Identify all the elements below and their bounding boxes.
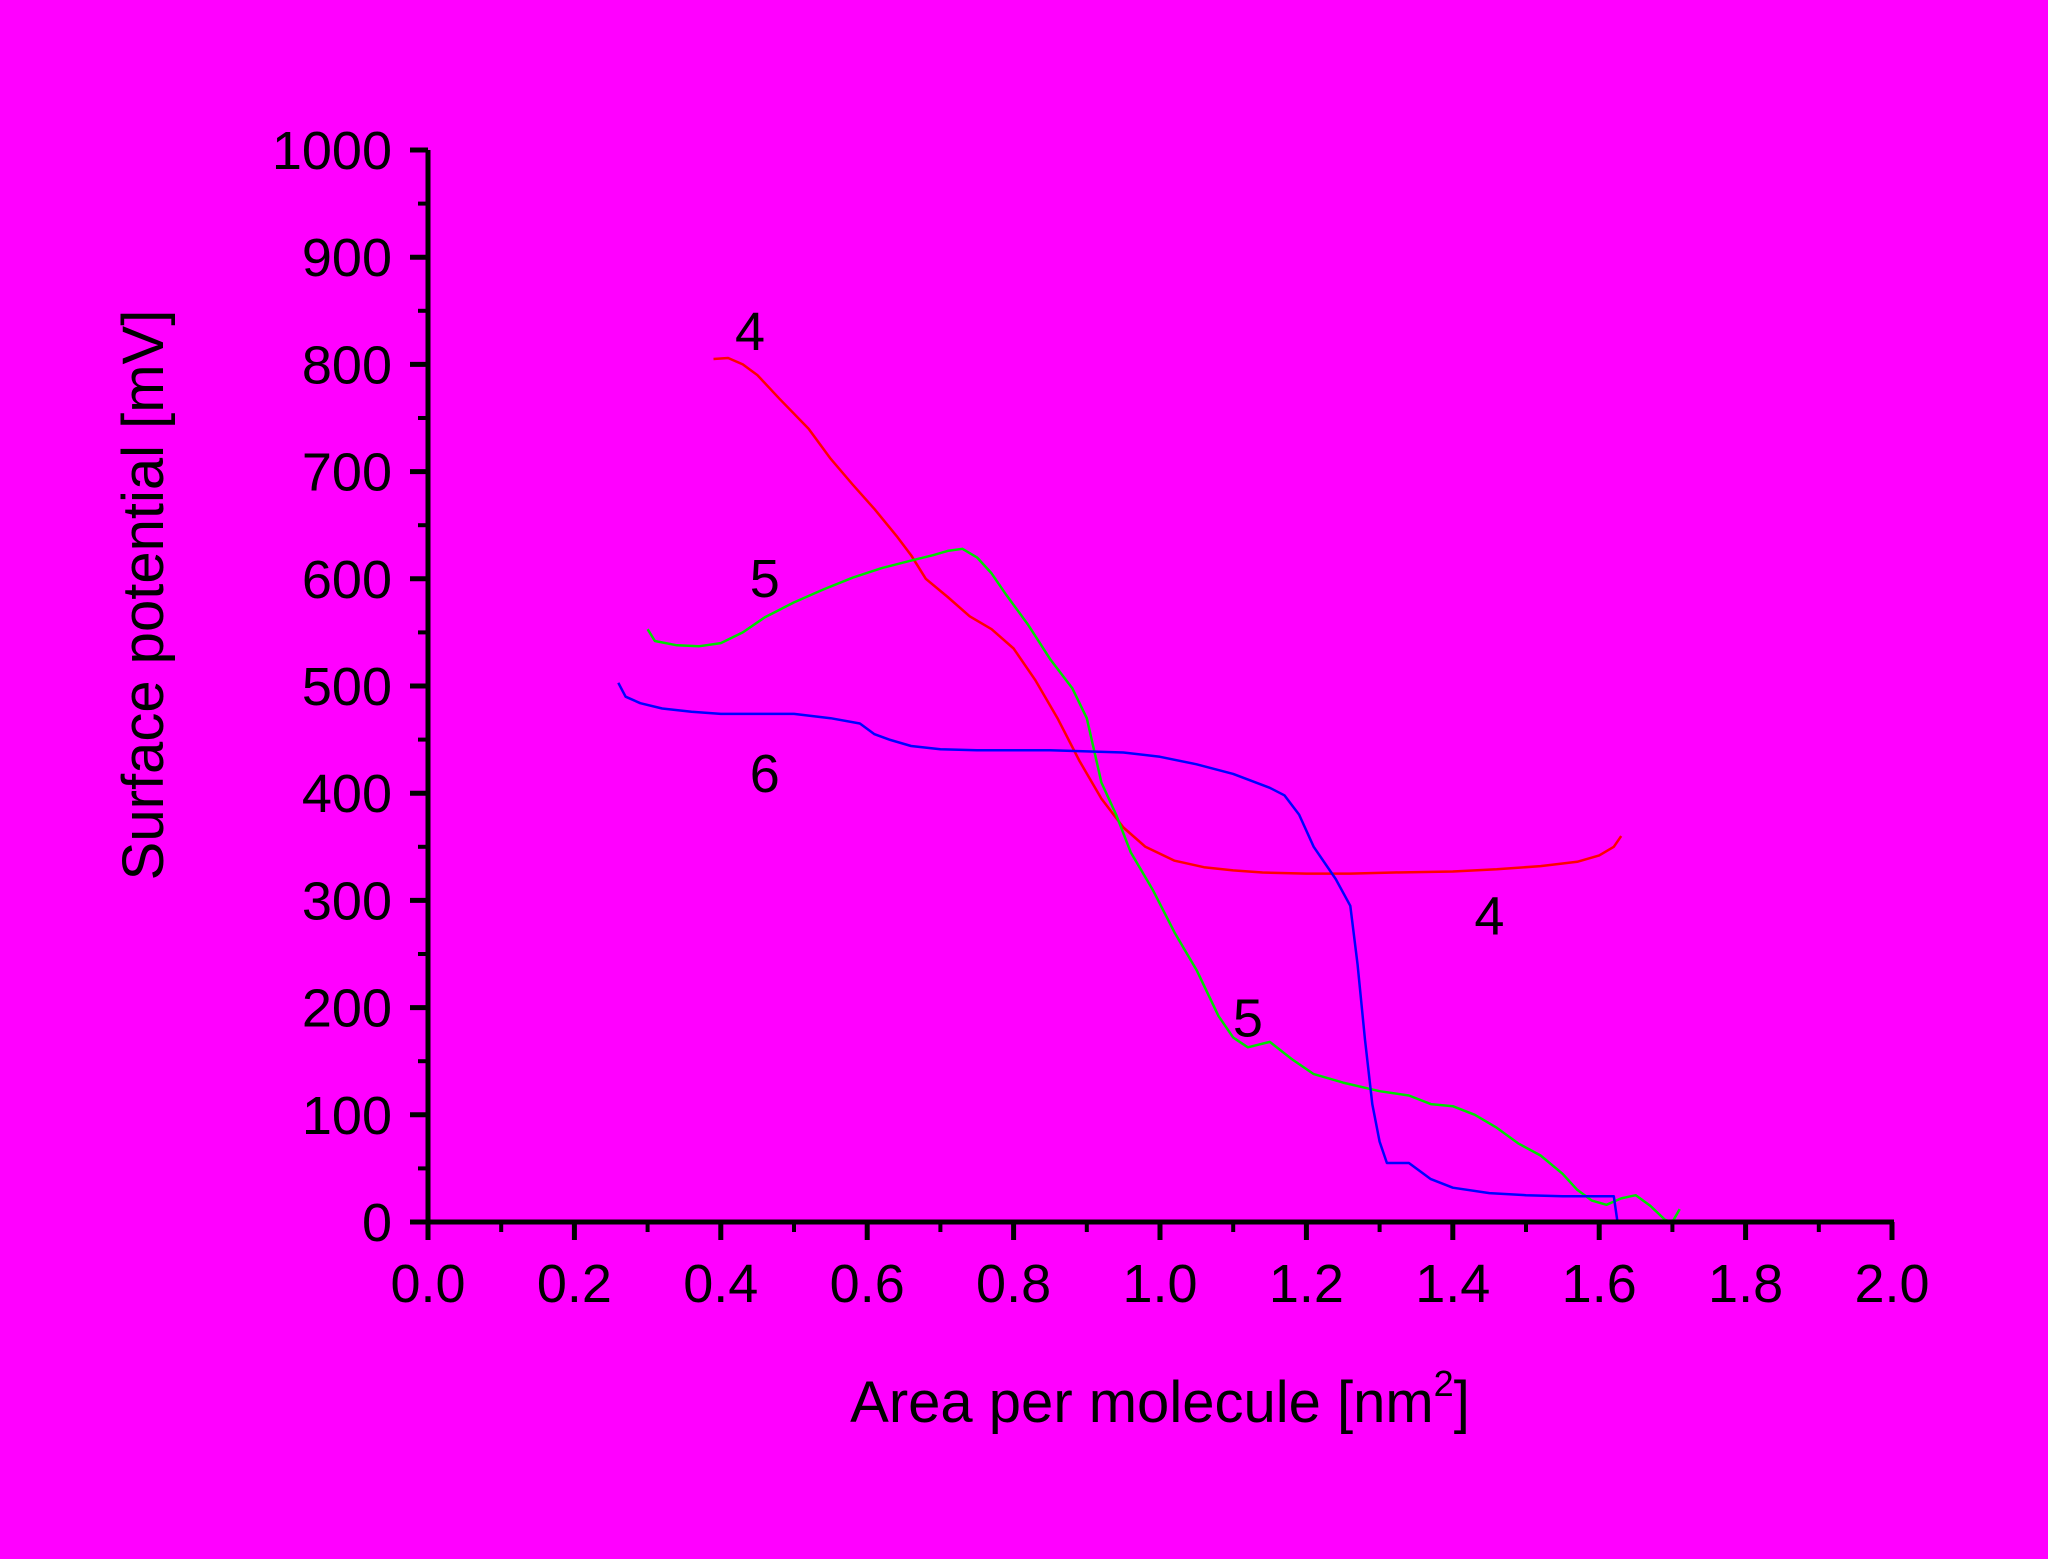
x-tick-label: 1.6 (1562, 1254, 1637, 1314)
y-tick-label: 1000 (272, 121, 392, 181)
x-tick-label: 1.8 (1708, 1254, 1783, 1314)
ticks-group (410, 147, 1895, 1240)
curve-label: 5 (750, 549, 780, 609)
x-axis-title-superscript: 2 (1434, 1363, 1454, 1404)
x-tick-label: 0.2 (537, 1254, 612, 1314)
tick-labels-group: 0.0 0.2 0.4 0.6 0.8 1.0 1.2 1.4 1.6 1.8 2.0 0 100 200… (272, 121, 1930, 1314)
y-tick-label: 100 (302, 1086, 392, 1146)
x-tick-label: 0.6 (830, 1254, 905, 1314)
y-tick-label: 0 (362, 1193, 392, 1253)
x-tick-label: 0.4 (683, 1254, 758, 1314)
series-4-line (713, 356, 1623, 875)
y-axis-title: Surface potential [mV] (111, 310, 176, 881)
series-6-line (617, 682, 1619, 1223)
x-axis-title: Area per molecule [nm2] (850, 1363, 1470, 1435)
x-tick-label: 2.0 (1854, 1254, 1929, 1314)
x-tick-label: 1.2 (1269, 1254, 1344, 1314)
curve-label: 5 (1233, 988, 1263, 1048)
curve-label: 6 (750, 744, 780, 804)
y-tick-label: 500 (302, 657, 392, 717)
y-tick-label: 300 (302, 871, 392, 931)
y-tick-label: 600 (302, 550, 392, 610)
curve-labels-group: 4 4 5 5 6 (735, 302, 1504, 1048)
y-tick-label: 400 (302, 764, 392, 824)
y-tick-label: 200 (302, 979, 392, 1039)
x-tick-label: 1.0 (1122, 1254, 1197, 1314)
x-tick-label: 1.4 (1415, 1254, 1490, 1314)
y-tick-label: 800 (302, 335, 392, 395)
y-tick-label: 700 (302, 443, 392, 503)
curve-label: 4 (735, 302, 765, 362)
x-axis-title-main: Area per molecule [nm (850, 1370, 1433, 1435)
data-series-group (617, 356, 1681, 1224)
series-5-line (646, 547, 1681, 1224)
x-axis-title-end: ] (1454, 1370, 1470, 1435)
y-tick-label: 900 (302, 228, 392, 288)
x-tick-label: 0.8 (976, 1254, 1051, 1314)
x-tick-label: 0.0 (390, 1254, 465, 1314)
curve-label: 4 (1474, 886, 1504, 946)
